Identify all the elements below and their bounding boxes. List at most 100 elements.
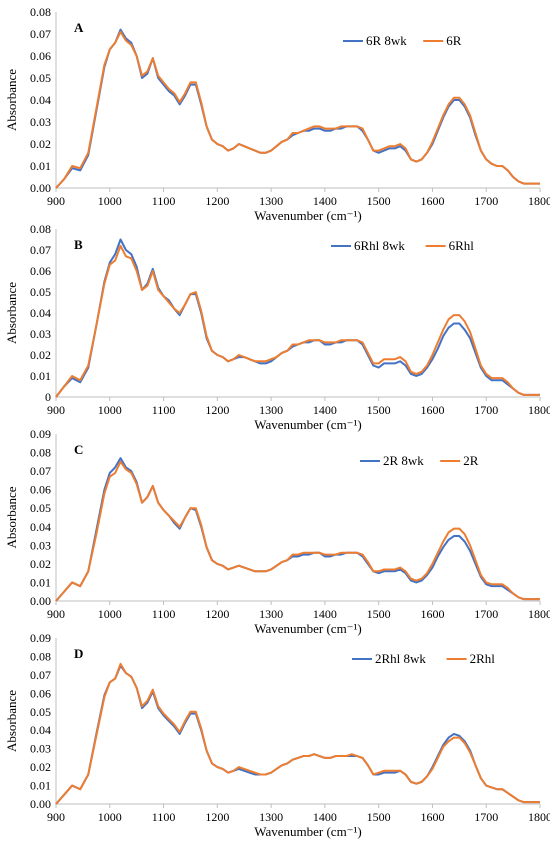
panel-a: 0.00 0.01 0.02 0.03 0.04 0.05 0.06 0.07 0.08 900 1… [4,5,550,223]
legend-label: 2Rhl 8wk [375,651,426,666]
x-tick-label: 1300 [259,403,283,417]
x-tick-label: 1700 [474,194,498,208]
x-tick-label: 1500 [367,810,391,824]
y-tick-label: 0.03 [30,115,51,129]
x-tick-label: 1700 [474,607,498,621]
x-tick-label: 1800 [528,403,550,417]
panel-letter: D [74,646,83,661]
panel-c: 0.00 0.01 0.02 0.03 0.04 0.05 0.06 0.07 0.08 0.09… [4,427,550,636]
y-tick-label: 0.07 [30,243,51,257]
y-tick-label: 0.08 [30,222,51,236]
x-tick-label: 900 [47,403,65,417]
legend-label: 6Rhl [449,238,475,253]
x-axis-title: Wavenumber (cm⁻¹) [254,824,362,839]
x-tick-label: 1100 [152,403,176,417]
y-tick-label: 0.08 [30,446,51,460]
x-tick-label: 1200 [205,194,229,208]
y-tick-label: 0.02 [30,137,51,151]
y-tick-label: 0.07 [30,27,51,41]
x-tick-label: 1300 [259,810,283,824]
x-tick-label: 1400 [313,194,337,208]
x-axis-title: Wavenumber (cm⁻¹) [254,208,362,223]
y-tick-label: 0.06 [30,49,51,63]
y-tick-label: 0.02 [30,348,51,362]
x-tick-label: 900 [47,607,65,621]
y-tick-label: 0.05 [30,285,51,299]
legend-label: 2R 8wk [383,453,424,468]
y-tick-label: 0.03 [30,327,51,341]
y-tick-label: 0.08 [30,5,51,19]
y-tick-label: 0.04 [30,723,51,737]
x-tick-label: 1600 [420,810,444,824]
y-tick-label: 0.08 [30,649,51,663]
x-tick-label: 1500 [367,403,391,417]
panel-b: 0 0.01 0.02 0.03 0.04 0.05 0.06 0.07 0.08 900 1000… [4,222,550,432]
y-tick-label: 0.06 [30,483,51,497]
y-tick-label: 0.07 [30,464,51,478]
y-axis-title: Absorbance [4,69,19,131]
x-tick-label: 1200 [205,607,229,621]
x-tick-label: 1300 [259,194,283,208]
x-tick-label: 1500 [367,607,391,621]
series-line-fresh [55,30,540,189]
y-tick-label: 0.05 [30,71,51,85]
x-tick-label: 900 [47,194,65,208]
y-tick-label: 0.03 [30,538,51,552]
y-tick-label: 0.09 [30,427,51,441]
y-tick-label: 0.03 [30,742,51,756]
x-tick-label: 1200 [205,403,229,417]
y-tick-label: 0.04 [30,520,51,534]
x-axis-title: Wavenumber (cm⁻¹) [254,417,362,432]
x-tick-label: 1800 [528,810,550,824]
series-line-fresh [55,244,540,398]
y-axis-title: Absorbance [4,486,19,548]
y-tick-label: 0.05 [30,705,51,719]
y-tick-label: 0.00 [30,594,51,608]
x-tick-label: 1600 [420,194,444,208]
legend-label: 2R [463,453,479,468]
x-tick-label: 1400 [313,607,337,621]
legend-label: 2Rhl [470,651,496,666]
x-tick-label: 900 [47,810,65,824]
series-line-fresh [55,662,540,805]
y-tick-label: 0.07 [30,668,51,682]
x-tick-label: 1200 [205,810,229,824]
legend-label: 6R 8wk [366,33,407,48]
y-axis-title: Absorbance [4,282,19,344]
y-tick-label: 0.01 [30,779,51,793]
y-tick-label: 0.02 [30,557,51,571]
x-tick-label: 1000 [98,607,122,621]
legend-label: 6Rhl 8wk [354,238,405,253]
panel-letter: C [74,442,83,457]
y-tick-label: 0.00 [30,797,51,811]
series-line-fresh [55,460,540,602]
panel-d: 0.00 0.01 0.02 0.03 0.04 0.05 0.06 0.07 0.08 0.09… [4,631,550,839]
y-tick-label: 0.04 [30,306,51,320]
x-tick-label: 1100 [152,607,176,621]
x-tick-label: 1700 [474,403,498,417]
y-axis-title: Absorbance [4,690,19,752]
x-tick-label: 1800 [528,194,550,208]
x-axis-title: Wavenumber (cm⁻¹) [254,621,362,636]
panel-letter: B [74,237,83,252]
series-line-aged [55,457,540,602]
x-tick-label: 1700 [474,810,498,824]
x-tick-label: 1400 [313,403,337,417]
series-line-aged [55,238,540,398]
y-tick-label: 0.01 [30,575,51,589]
y-tick-label: 0 [45,390,51,404]
y-tick-label: 0.09 [30,631,51,645]
y-tick-label: 0.04 [30,93,51,107]
x-tick-label: 1300 [259,607,283,621]
x-tick-label: 1000 [98,194,122,208]
legend-label: 6R [446,33,462,48]
x-tick-label: 1100 [152,810,176,824]
y-tick-label: 0.01 [30,159,51,173]
x-tick-label: 1800 [528,607,550,621]
x-tick-label: 1600 [420,403,444,417]
x-tick-label: 1600 [420,607,444,621]
x-tick-label: 1100 [152,194,176,208]
y-tick-label: 0.06 [30,264,51,278]
x-tick-label: 1400 [313,810,337,824]
